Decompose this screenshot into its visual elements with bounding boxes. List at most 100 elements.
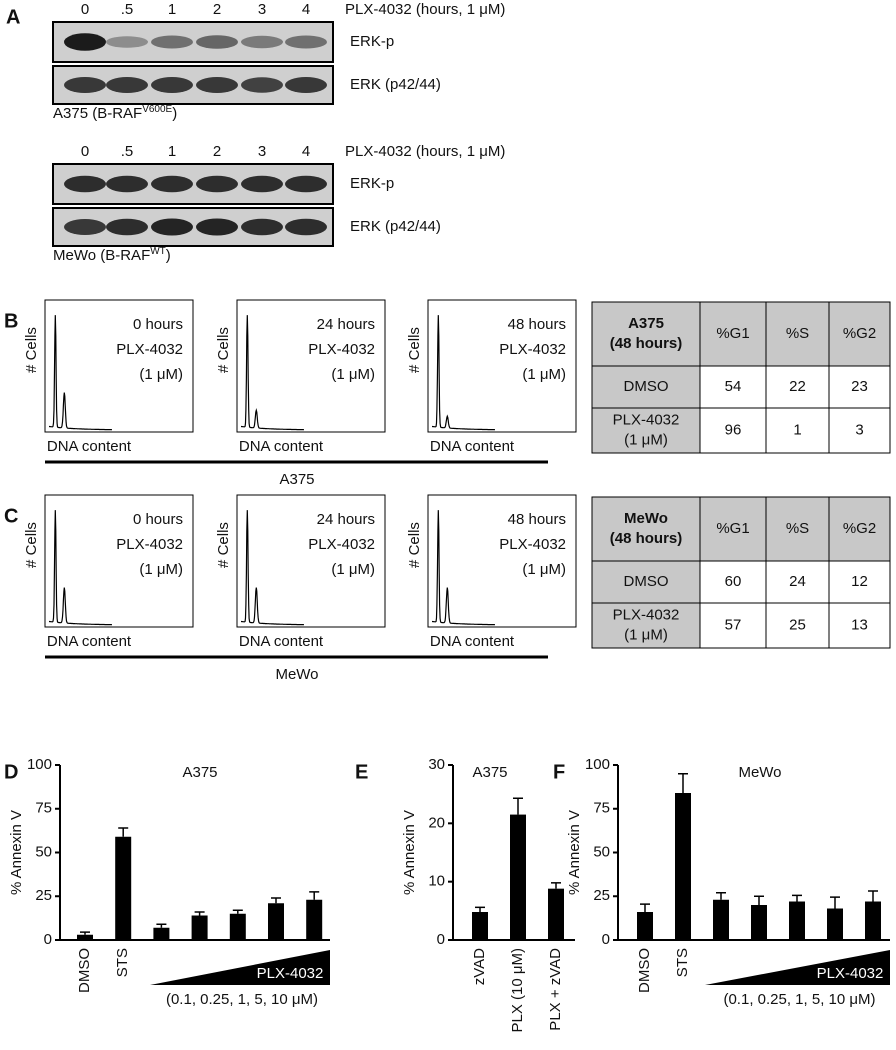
bar <box>153 927 170 940</box>
plot-label: PLX-4032 <box>499 536 566 553</box>
table-cell <box>765 496 830 562</box>
chart-title: A375 <box>472 764 507 781</box>
y-tick-label: 50 <box>593 843 610 860</box>
bar <box>472 912 488 940</box>
histogram-curve <box>432 315 495 431</box>
band-label: ERK (p42/44) <box>350 218 441 235</box>
band <box>241 77 283 93</box>
lane-label: 3 <box>258 1 266 18</box>
band <box>285 175 327 193</box>
cell-line-name: A375 (B-RAF <box>53 105 142 122</box>
panel-letter: F <box>553 761 565 783</box>
table-cell <box>699 496 767 562</box>
y-axis-label: # Cells <box>406 522 423 568</box>
histogram-curve <box>49 510 112 626</box>
table-text: (1 μM) <box>624 626 668 643</box>
y-tick-label: 25 <box>35 887 52 904</box>
x-axis-label: DNA content <box>430 633 515 650</box>
y-tick-label: 100 <box>27 756 52 773</box>
table-text: %G2 <box>843 325 876 342</box>
band <box>64 219 106 235</box>
bar <box>713 899 729 940</box>
bar <box>865 901 881 940</box>
cell-line: MeWo (B-RAFWT) <box>53 246 171 264</box>
table-cell <box>765 602 830 649</box>
histogram-frame <box>236 299 386 433</box>
table-cell <box>591 301 701 367</box>
table-cell <box>591 560 701 604</box>
chart-title: MeWo <box>738 764 781 781</box>
table-text: %S <box>786 520 809 537</box>
band <box>151 218 193 236</box>
bar <box>751 905 767 940</box>
x-tick-label: zVAD <box>471 948 488 985</box>
table-cell <box>765 365 830 409</box>
bar <box>115 836 132 940</box>
band-label: ERK-p <box>350 33 394 50</box>
table-text: MeWo <box>624 510 668 527</box>
y-tick-label: 100 <box>585 756 610 773</box>
group-label: A375 <box>279 471 314 488</box>
lane-label: 4 <box>302 143 310 160</box>
lane-label: 1 <box>168 143 176 160</box>
table-text: 24 <box>789 573 806 590</box>
band <box>151 77 193 93</box>
table-cell <box>765 301 830 367</box>
table-text: 96 <box>725 421 742 438</box>
panel-letter: A <box>6 6 20 28</box>
band <box>196 218 238 236</box>
plot-label: 48 hours <box>508 316 566 333</box>
table-text: 13 <box>851 616 868 633</box>
band <box>151 35 193 49</box>
table-text: PLX-4032 <box>613 411 680 428</box>
band <box>285 218 327 236</box>
x-tick-label: PLX + zVAD <box>547 948 564 1031</box>
y-tick-label: 25 <box>593 887 610 904</box>
x-tick-label: DMSO <box>636 948 653 993</box>
lane-label: 1 <box>168 1 176 18</box>
x-tick-label: PLX (10 μM) <box>509 948 526 1033</box>
dose-wedge <box>150 950 330 985</box>
wedge-label: PLX-4032 <box>817 965 884 982</box>
panel-letter: E <box>355 761 368 783</box>
histogram-curve <box>49 315 112 431</box>
panel-letter: C <box>4 505 18 527</box>
plot-label: PLX-4032 <box>116 341 183 358</box>
table-cell <box>828 496 891 562</box>
histogram-curve <box>241 315 304 431</box>
y-axis-label: # Cells <box>215 327 232 373</box>
table-text: 12 <box>851 573 868 590</box>
y-tick-label: 50 <box>35 843 52 860</box>
cell-line-name: MeWo (B-RAF <box>53 247 150 264</box>
cell-line-suffix: ) <box>172 105 177 122</box>
band <box>151 175 193 193</box>
y-tick-label: 30 <box>428 756 445 773</box>
chart-title: A375 <box>182 764 217 781</box>
band <box>106 77 148 93</box>
y-tick-label: 0 <box>44 931 52 948</box>
y-tick-label: 0 <box>437 931 445 948</box>
band <box>64 77 106 93</box>
table-cell <box>591 365 701 409</box>
lane-label: 0 <box>81 143 89 160</box>
table-text: 3 <box>855 421 863 438</box>
plot-label: (1 μM) <box>522 366 566 383</box>
band-label: ERK (p42/44) <box>350 76 441 93</box>
band <box>196 77 238 93</box>
plot-label: PLX-4032 <box>116 536 183 553</box>
bar <box>191 915 208 940</box>
band <box>241 218 283 236</box>
wedge-note: (0.1, 0.25, 1, 5, 10 μM) <box>723 991 875 1008</box>
cell-line-suffix: ) <box>166 247 171 264</box>
y-tick-label: 10 <box>428 873 445 890</box>
x-axis-label: DNA content <box>239 633 324 650</box>
x-tick-label: DMSO <box>76 948 93 993</box>
table-text: %G1 <box>716 325 749 342</box>
y-tick-label: 20 <box>428 814 445 831</box>
table-text: A375 <box>628 315 664 332</box>
table-cell <box>591 407 701 454</box>
band <box>285 35 327 49</box>
panel-letter: D <box>4 761 18 783</box>
band <box>241 35 283 49</box>
